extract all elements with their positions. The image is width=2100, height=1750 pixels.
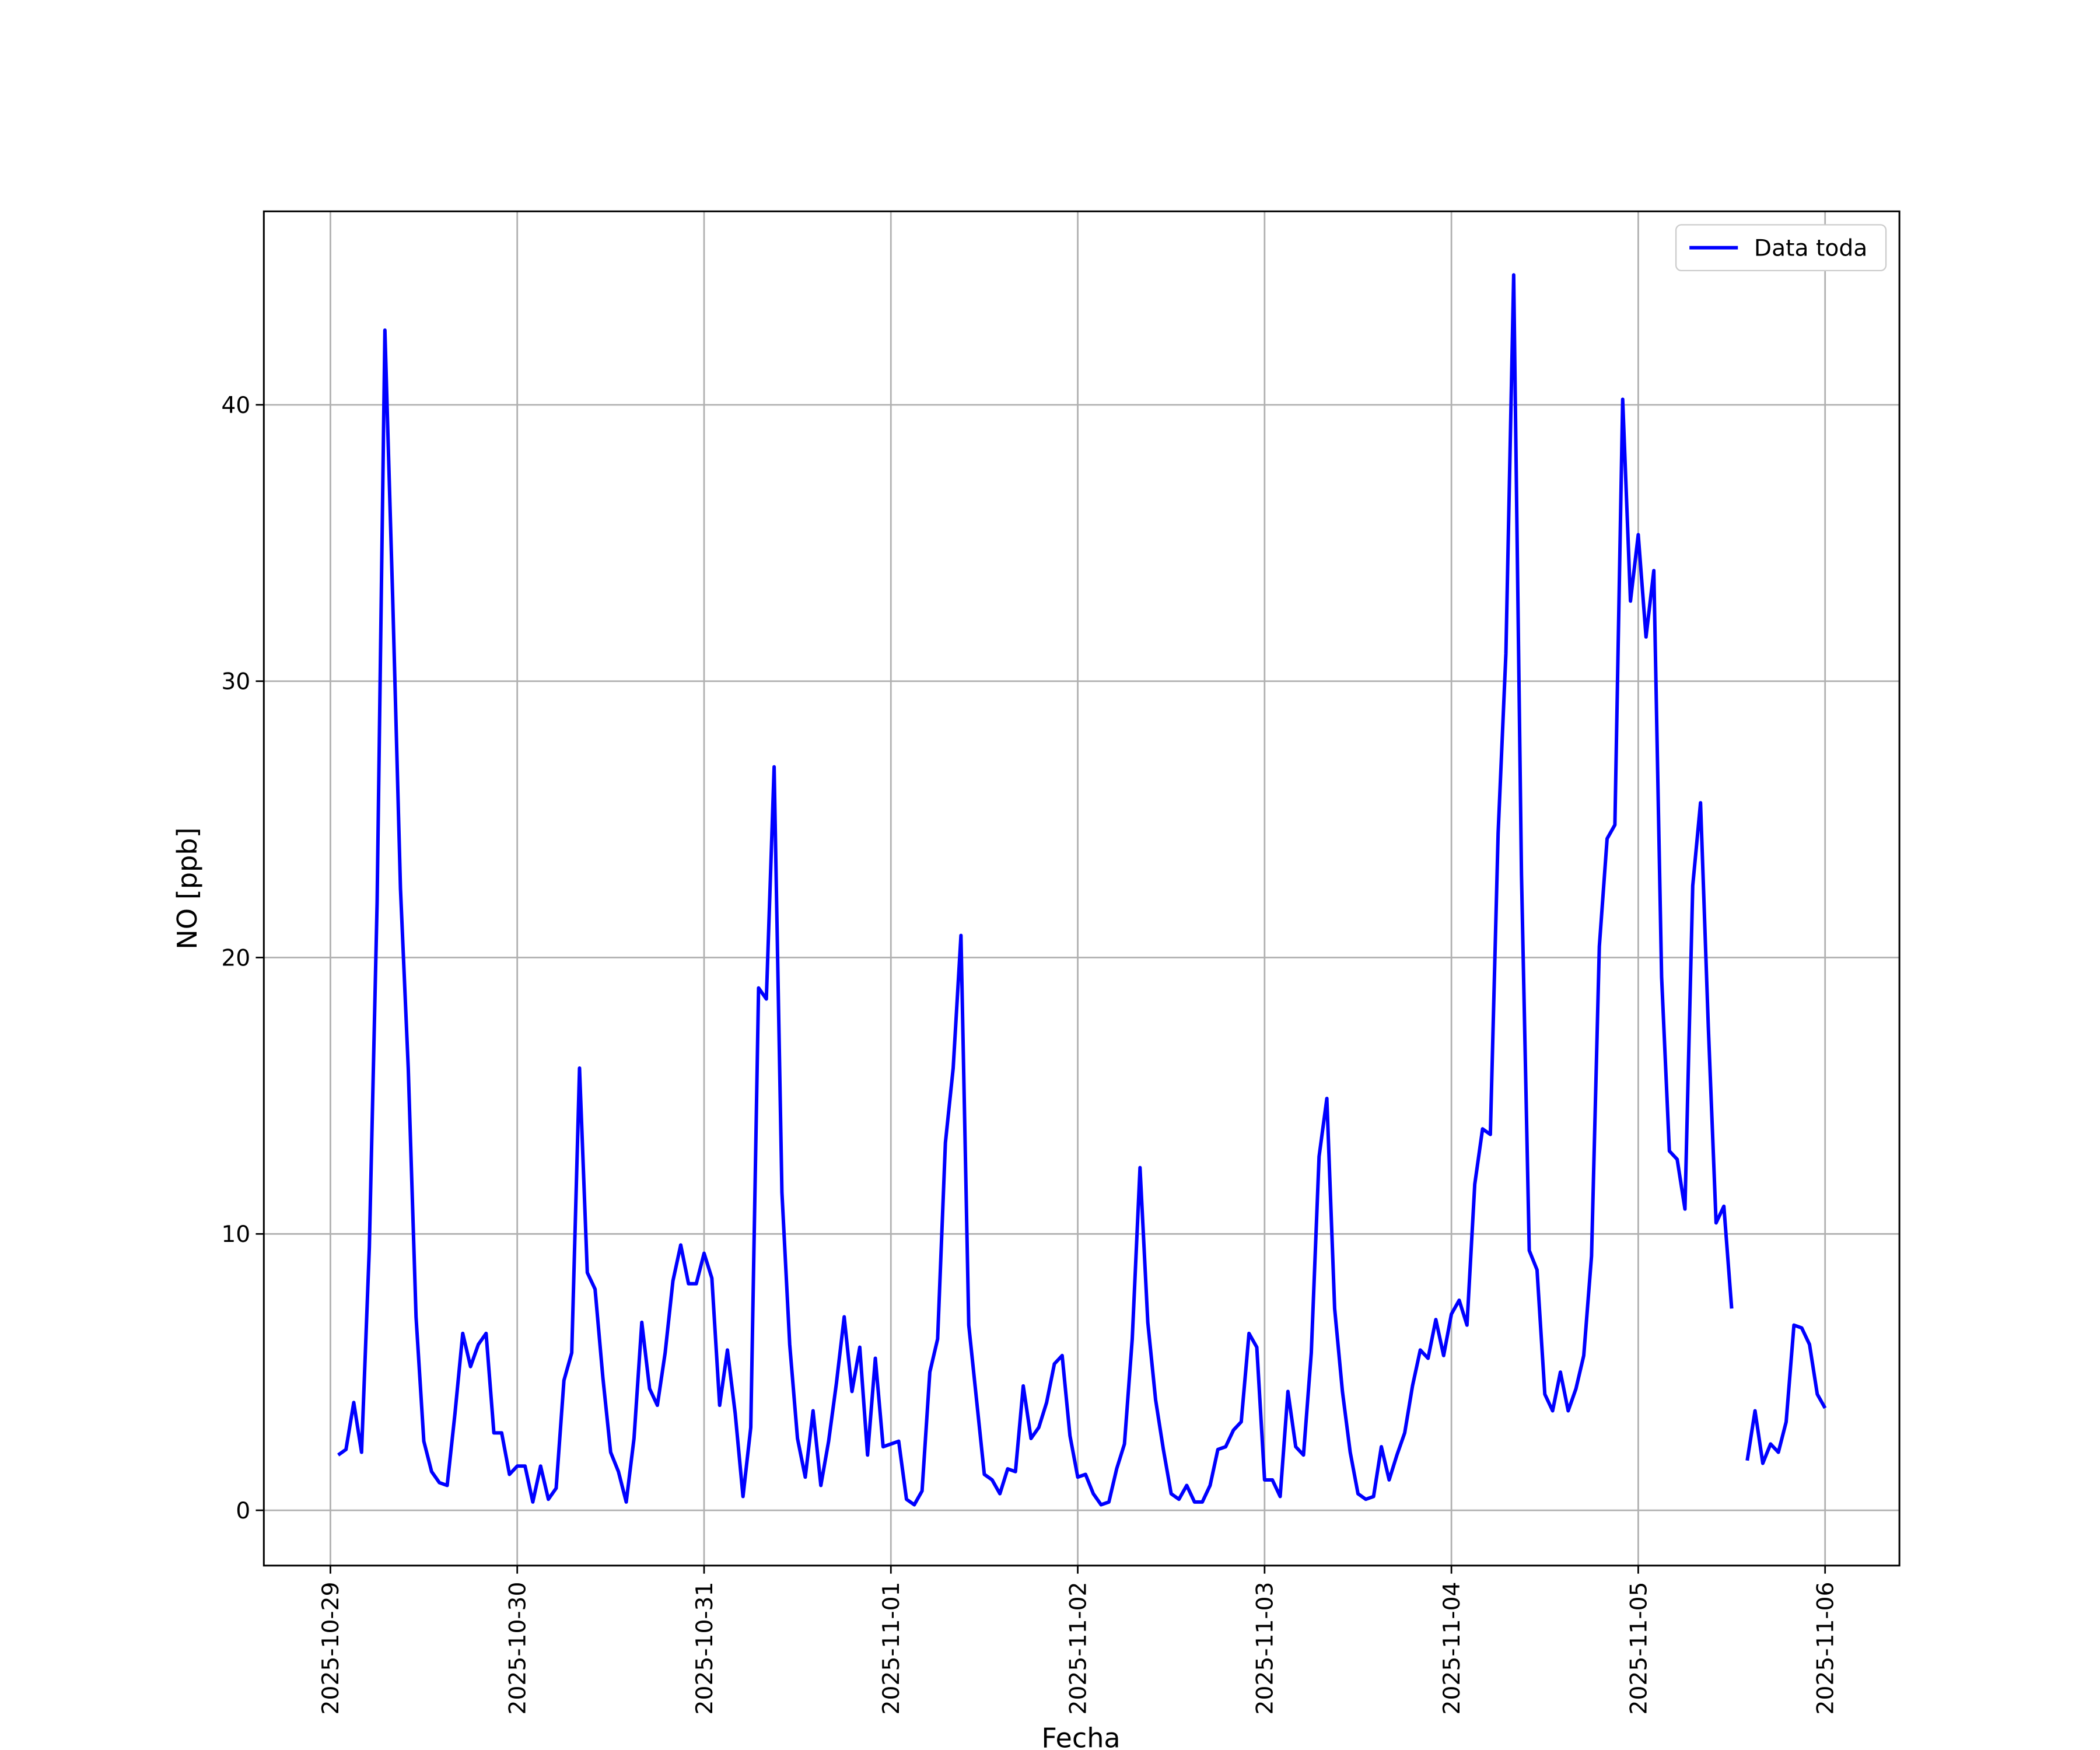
plot-lines — [337, 273, 1827, 1507]
data-line — [337, 273, 1734, 1507]
y-tick-label: 10 — [221, 1222, 250, 1248]
grid — [264, 211, 1900, 1566]
legend-box — [1675, 224, 1887, 271]
y-tick-label: 0 — [236, 1498, 250, 1524]
y-tick-label: 30 — [221, 669, 250, 695]
y-axis-label: NO [ppb] — [172, 827, 203, 949]
x-tick-label: 2025-11-06 — [1813, 1582, 1839, 1715]
data-line — [1745, 1323, 1827, 1465]
x-tick-label: 2025-11-05 — [1626, 1582, 1652, 1715]
x-tick-label: 2025-10-31 — [692, 1582, 718, 1715]
x-tick-label: 2025-10-30 — [505, 1582, 531, 1715]
x-tick-label: 2025-11-03 — [1252, 1582, 1279, 1715]
plot-frame — [262, 210, 1901, 1567]
x-tick-label: 2025-11-02 — [1065, 1582, 1091, 1715]
y-tick-label: 40 — [221, 393, 250, 419]
legend: Data toda — [1675, 224, 1887, 271]
x-axis-label: Fecha — [1041, 1722, 1120, 1750]
x-tick-label: 2025-11-01 — [878, 1582, 905, 1715]
x-tick-label: 2025-10-29 — [318, 1582, 344, 1715]
legend-label: Data toda — [1754, 235, 1867, 261]
y-tick-label: 20 — [221, 945, 250, 971]
ticks: 0 10 20 30 40 2025-10-29 2025-10-30 2025-10-31 2… — [221, 393, 1839, 1715]
x-tick-label: 2025-11-04 — [1439, 1582, 1465, 1715]
